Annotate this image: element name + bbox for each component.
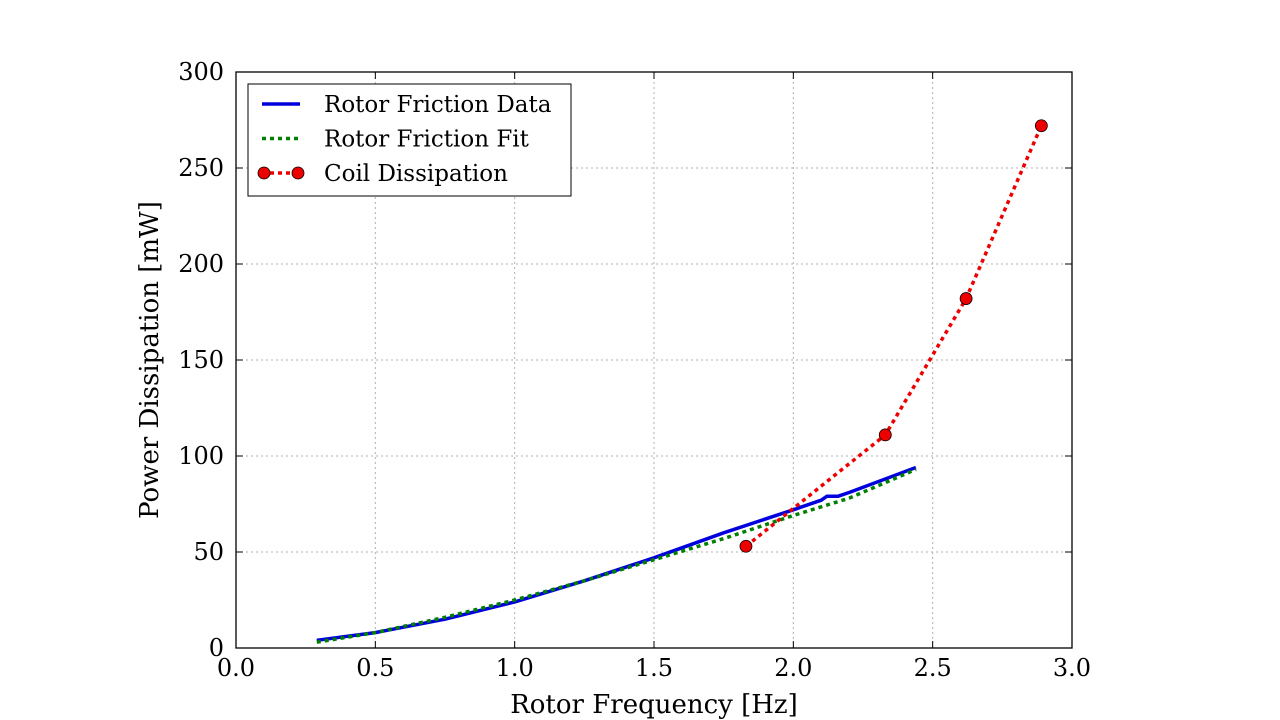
x-tick-label: 2.0 [774, 654, 812, 682]
x-tick-label: 2.5 [914, 654, 952, 682]
x-tick-label: 1.5 [635, 654, 673, 682]
coil-dissipation-point [739, 539, 753, 553]
legend-entry-label: Rotor Friction Fit [324, 127, 530, 153]
y-tick-label: 300 [178, 58, 224, 86]
coil-dissipation-point [959, 292, 973, 305]
legend: Rotor Friction Data Rotor Friction Fit Coi… [247, 83, 572, 197]
x-tick-label: 0.0 [217, 654, 255, 682]
y-tick-label: 150 [178, 346, 224, 374]
y-tick-label: 200 [178, 250, 224, 278]
x-axis-label: Rotor Frequency [Hz] [510, 690, 798, 720]
axis-ticks: 0.0 0.5 1.0 1.5 2.0 2.5 3.0 0 50 100 150 200 250 300 [178, 58, 1091, 682]
y-tick-label: 0 [209, 634, 224, 662]
series-line-0 [316, 465, 917, 643]
coil-dissipation-point [878, 428, 892, 442]
y-axis-label: Power Dissipation [mW] [135, 201, 165, 519]
series-line-1 [316, 467, 917, 644]
series-layer [316, 119, 1048, 644]
x-tick-label: 0.5 [356, 654, 394, 682]
legend-marker [257, 166, 271, 180]
y-tick-label: 50 [193, 538, 224, 566]
y-tick-label: 250 [178, 154, 224, 182]
x-tick-label: 3.0 [1053, 654, 1091, 682]
y-tick-label: 100 [178, 442, 224, 470]
series-line-2 [744, 125, 1043, 548]
legend-marker [291, 166, 305, 180]
legend-entry-label: Coil Dissipation [324, 161, 508, 187]
x-tick-label: 1.0 [496, 654, 534, 682]
legend-entry-label: Rotor Friction Data [324, 92, 552, 118]
coil-dissipation-point [1034, 119, 1048, 133]
